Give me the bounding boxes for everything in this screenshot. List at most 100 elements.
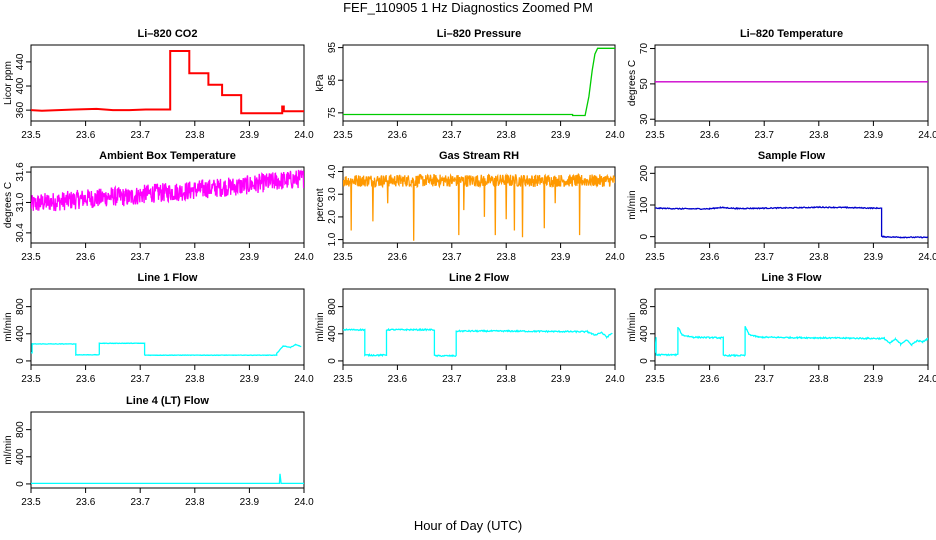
panel-title: Gas Stream RH bbox=[439, 150, 519, 162]
y-tick-label: 400 bbox=[639, 325, 650, 342]
x-tick-label: 23.7 bbox=[130, 374, 150, 385]
y-axis-label: degrees C bbox=[627, 60, 638, 106]
data-series-line bbox=[655, 326, 928, 358]
y-tick-label: 2.0 bbox=[327, 210, 338, 224]
x-tick-label: 23.6 bbox=[700, 374, 720, 385]
y-tick-label: 31.0 bbox=[15, 192, 26, 212]
y-axis-label: kPa bbox=[315, 74, 326, 92]
y-tick-label: 100 bbox=[639, 196, 650, 213]
panel-li820-pressure: Li–820 Pressure kPa 23.5 23.6 23.7 23.8 23.9 24… bbox=[315, 28, 625, 141]
x-tick-label: 23.7 bbox=[442, 374, 462, 385]
x-tick-label: 24.0 bbox=[605, 130, 625, 141]
data-series-line bbox=[31, 169, 304, 212]
y-tick-label: 4.0 bbox=[327, 164, 338, 178]
x-tick-label: 24.0 bbox=[294, 130, 314, 141]
y-tick-label: 0 bbox=[639, 233, 650, 239]
x-tick-label: 23.5 bbox=[645, 252, 665, 263]
x-tick-label: 23.9 bbox=[240, 497, 260, 508]
panel-title: Line 4 (LT) Flow bbox=[126, 395, 209, 407]
plot-frame bbox=[30, 44, 305, 122]
y-tick-label: 0 bbox=[639, 358, 650, 364]
y-tick-label: 75 bbox=[327, 107, 338, 119]
panel-title: Line 3 Flow bbox=[762, 272, 822, 284]
y-tick-label: 800 bbox=[15, 421, 26, 438]
panel-line2-flow: Line 2 Flow ml/min 23.5 23.6 23.7 23.8 23.9 24.… bbox=[315, 272, 625, 385]
y-tick-label: 400 bbox=[15, 325, 26, 342]
y-tick-label: 800 bbox=[639, 298, 650, 315]
x-tick-label: 23.8 bbox=[809, 130, 829, 141]
y-tick-label: 400 bbox=[15, 448, 26, 465]
x-tick-label: 24.0 bbox=[294, 252, 314, 263]
data-series-line bbox=[31, 50, 304, 115]
plot-frame bbox=[30, 411, 305, 489]
x-tick-label: 24.0 bbox=[605, 374, 625, 385]
plot-frame bbox=[654, 44, 929, 122]
y-axis-label: ml/min bbox=[315, 312, 326, 341]
x-tick-label: 23.9 bbox=[551, 374, 571, 385]
x-tick-label: 23.6 bbox=[388, 252, 408, 263]
y-tick-label: 200 bbox=[639, 165, 650, 182]
panel-gas-stream-rh: Gas Stream RH percent 23.5 23.6 23.7 23.8 23.9… bbox=[315, 150, 625, 263]
panel-ambient-box-temperature: Ambient Box Temperature degrees C 23.5 23.6… bbox=[3, 150, 314, 263]
x-tick-label: 23.6 bbox=[76, 130, 96, 141]
x-tick-label: 23.6 bbox=[700, 130, 720, 141]
y-tick-label: 1.0 bbox=[327, 232, 338, 246]
x-tick-label: 23.9 bbox=[240, 252, 260, 263]
y-tick-label: 0 bbox=[15, 481, 26, 487]
x-tick-label: 23.8 bbox=[185, 130, 205, 141]
y-tick-label: 400 bbox=[327, 325, 338, 342]
x-tick-label: 23.7 bbox=[754, 252, 774, 263]
panel-title: Li–820 CO2 bbox=[138, 28, 198, 40]
plot-frame bbox=[654, 166, 929, 244]
y-tick-label: 31.6 bbox=[15, 162, 26, 182]
panel-title: Li–820 Temperature bbox=[740, 28, 843, 40]
x-tick-label: 23.9 bbox=[240, 374, 260, 385]
x-tick-label: 23.9 bbox=[551, 252, 571, 263]
panel-line1-flow: Line 1 Flow ml/min 23.5 23.6 23.7 23.8 23.9 24.… bbox=[3, 272, 314, 385]
data-series-line bbox=[343, 47, 615, 117]
x-tick-label: 23.7 bbox=[130, 252, 150, 263]
y-tick-label: 95 bbox=[327, 42, 338, 54]
data-series-line bbox=[343, 327, 613, 358]
y-tick-label: 0 bbox=[15, 358, 26, 364]
y-tick-label: 3.0 bbox=[327, 187, 338, 201]
y-axis-label: percent bbox=[315, 188, 326, 222]
x-axis-title: Hour of Day (UTC) bbox=[413, 518, 523, 533]
x-tick-label: 23.7 bbox=[754, 130, 774, 141]
x-tick-label: 23.8 bbox=[809, 252, 829, 263]
y-axis-label: ml/min bbox=[627, 190, 638, 219]
x-tick-label: 23.8 bbox=[809, 374, 829, 385]
panel-li820-temperature: Li–820 Temperature degrees C 23.5 23.6 23.7 2… bbox=[627, 28, 936, 141]
y-tick-label: 30.4 bbox=[15, 223, 26, 243]
x-tick-label: 23.9 bbox=[240, 130, 260, 141]
plot-frame bbox=[342, 44, 616, 122]
data-series-line bbox=[655, 205, 928, 239]
x-tick-label: 23.5 bbox=[333, 130, 353, 141]
x-tick-label: 24.0 bbox=[294, 497, 314, 508]
panel-title: Line 2 Flow bbox=[449, 272, 509, 284]
x-tick-label: 23.7 bbox=[130, 497, 150, 508]
x-tick-label: 23.8 bbox=[185, 374, 205, 385]
x-tick-label: 23.5 bbox=[21, 497, 41, 508]
panel-line3-flow: Line 3 Flow ml/min 23.5 23.6 23.7 23.8 23.9 24.… bbox=[627, 272, 936, 385]
y-axis-label: ml/min bbox=[3, 312, 14, 341]
x-tick-label: 23.7 bbox=[754, 374, 774, 385]
y-tick-label: 50 bbox=[639, 78, 650, 90]
y-tick-label: 400 bbox=[15, 77, 26, 94]
x-tick-label: 23.6 bbox=[76, 497, 96, 508]
x-tick-label: 23.6 bbox=[76, 252, 96, 263]
x-tick-label: 23.6 bbox=[700, 252, 720, 263]
data-series-line bbox=[31, 473, 304, 485]
y-axis-label: Licor ppm bbox=[3, 61, 14, 105]
x-tick-label: 23.7 bbox=[130, 130, 150, 141]
y-tick-label: 85 bbox=[327, 74, 338, 86]
plot-frame bbox=[342, 166, 616, 244]
data-series-line bbox=[343, 172, 615, 241]
x-tick-label: 23.5 bbox=[333, 374, 353, 385]
plot-frame bbox=[30, 288, 305, 366]
x-tick-label: 23.5 bbox=[21, 130, 41, 141]
panel-title: Li–820 Pressure bbox=[437, 28, 521, 40]
panel-title: Line 1 Flow bbox=[138, 272, 198, 284]
x-tick-label: 23.6 bbox=[388, 374, 408, 385]
